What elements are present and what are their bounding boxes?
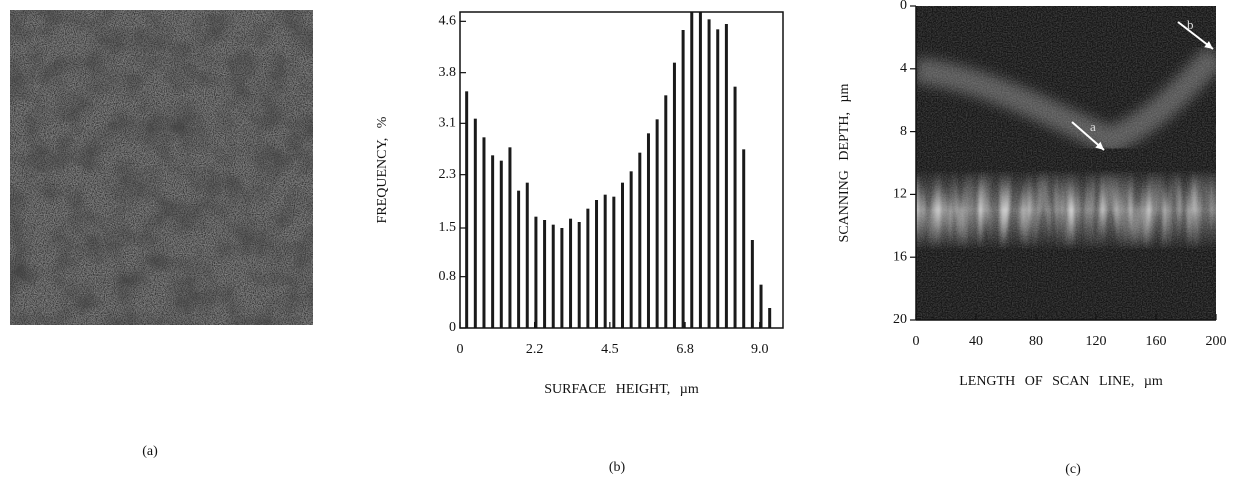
y-tick-label: 4 xyxy=(900,61,907,76)
bar xyxy=(595,200,599,328)
bar xyxy=(491,155,495,328)
y-tick-label: 12 xyxy=(893,187,907,202)
bar xyxy=(638,152,642,328)
y-tick-label: 4.6 xyxy=(439,14,457,29)
y-tick-label: 8 xyxy=(900,124,907,139)
bar xyxy=(525,182,529,328)
bar xyxy=(655,119,659,328)
annotation-label: b xyxy=(1187,17,1194,32)
bar xyxy=(690,12,694,328)
bar xyxy=(707,19,711,328)
bar xyxy=(698,12,702,328)
bar xyxy=(681,30,685,328)
bar xyxy=(672,62,676,328)
bar xyxy=(742,149,746,328)
x-tick-label: 2.2 xyxy=(526,342,544,357)
panel-label: (b) xyxy=(609,460,626,475)
x-tick-label: 80 xyxy=(1029,334,1043,349)
bar xyxy=(473,118,477,328)
x-tick-label: 160 xyxy=(1146,334,1167,349)
y-tick-label: 3.8 xyxy=(439,65,457,80)
annotation-label: a xyxy=(1090,119,1096,134)
bar xyxy=(551,224,555,328)
bar xyxy=(612,196,616,328)
bar xyxy=(724,24,728,328)
y-tick-label: 0 xyxy=(900,0,907,13)
panel-label: (a) xyxy=(142,444,158,459)
bar xyxy=(646,133,650,328)
x-tick-label: 4.5 xyxy=(601,342,619,357)
y-axis-label: SCANNING DEPTH, µm xyxy=(837,83,852,242)
x-tick-label: 120 xyxy=(1086,334,1107,349)
bar xyxy=(577,222,581,328)
annotation-arrowhead xyxy=(1204,40,1213,49)
bar xyxy=(603,194,607,328)
x-tick-label: 9.0 xyxy=(751,342,769,357)
x-tick-label: 0 xyxy=(457,342,464,357)
x-tick-label: 6.8 xyxy=(676,342,694,357)
y-axis-label: FREQUENCY, % xyxy=(375,116,390,223)
y-tick-label: 2.3 xyxy=(439,167,457,182)
y-tick-label: 20 xyxy=(893,312,907,327)
bar xyxy=(586,208,590,328)
x-axis-label: LENGTH OF SCAN LINE, µm xyxy=(959,374,1163,389)
bars xyxy=(465,12,772,328)
bar xyxy=(768,308,772,328)
y-tick-label: 3.1 xyxy=(439,116,457,131)
bar xyxy=(560,228,564,328)
x-tick-label: 200 xyxy=(1206,334,1227,349)
bar xyxy=(620,182,624,328)
y-tick-label: 0.8 xyxy=(439,269,457,284)
bar xyxy=(534,216,538,328)
bar xyxy=(759,284,763,328)
bar xyxy=(664,95,668,328)
oct-image xyxy=(916,6,1216,320)
bar xyxy=(482,137,486,328)
bar xyxy=(508,147,512,328)
x-tick-label: 40 xyxy=(969,334,983,349)
bar xyxy=(733,86,737,328)
x-tick-label: 0 xyxy=(913,334,920,349)
panel-label: (c) xyxy=(1065,462,1081,477)
annotation-arrowhead xyxy=(1095,141,1104,150)
bar xyxy=(499,160,503,328)
bar xyxy=(543,220,547,328)
bar xyxy=(750,240,754,328)
micrograph xyxy=(10,10,313,325)
plot-frame xyxy=(459,11,784,329)
bar xyxy=(517,190,521,328)
y-tick-label: 0 xyxy=(449,320,456,335)
bar xyxy=(716,29,720,328)
y-tick-label: 1.5 xyxy=(439,220,457,235)
bar xyxy=(569,218,573,328)
y-tick-label: 16 xyxy=(893,249,907,264)
bar xyxy=(465,91,469,328)
image-grain xyxy=(916,6,1216,320)
x-axis-label: SURFACE HEIGHT, µm xyxy=(544,382,699,397)
bar xyxy=(629,171,633,328)
